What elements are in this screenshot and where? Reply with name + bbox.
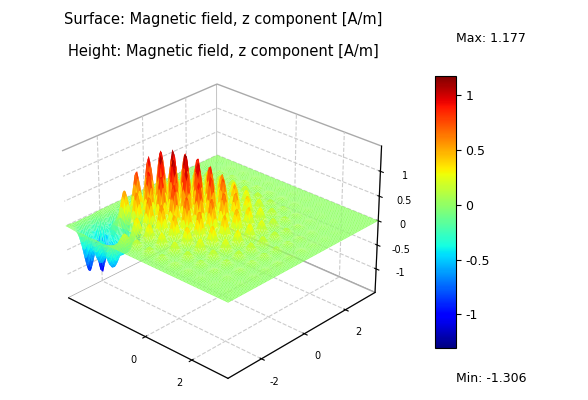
Text: Height: Magnetic field, z component [A/m]: Height: Magnetic field, z component [A/m… (68, 44, 379, 59)
Text: Min: -1.306: Min: -1.306 (456, 372, 526, 384)
Text: Max: 1.177: Max: 1.177 (456, 32, 526, 44)
Text: Surface: Magnetic field, z component [A/m]: Surface: Magnetic field, z component [A/… (64, 12, 383, 27)
